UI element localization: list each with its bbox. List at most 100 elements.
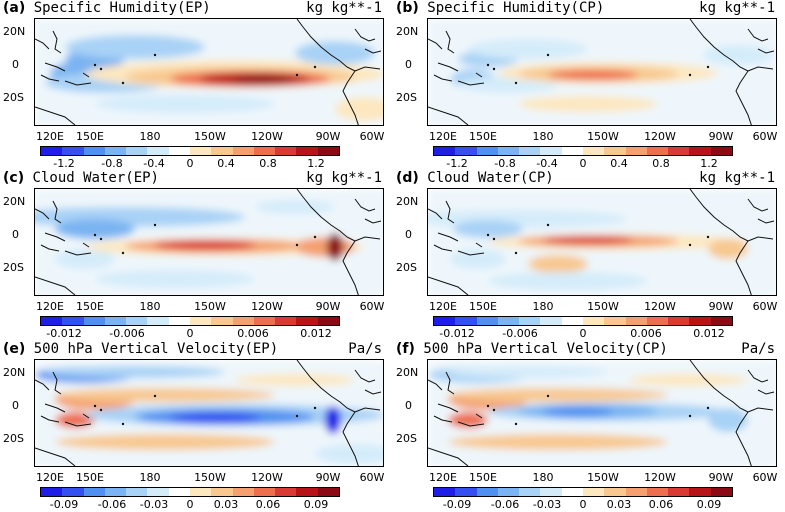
panel-title: (a) Specific Humidity(EP) — [3, 0, 211, 16]
units-label: kg kg**-1 — [699, 170, 775, 186]
field-anomaly-region — [95, 270, 255, 288]
lon-tick-label: 90W — [708, 471, 734, 484]
colorbar-tick-label: 0.4 — [610, 157, 628, 170]
colorbar-tick-label: 0.06 — [255, 498, 281, 511]
colorbar-swatch — [519, 488, 541, 496]
lat-tick-label: 0 — [12, 399, 19, 412]
colorbar-tick-label: -1.2 — [446, 157, 468, 170]
island — [121, 251, 125, 255]
island — [313, 235, 317, 239]
panel-title-text: Cloud Water(CP) — [427, 170, 554, 186]
colorbar-tick-label: -0.006 — [109, 327, 145, 340]
colorbar-swatch — [296, 488, 318, 496]
lon-tick-label: 150W — [194, 130, 226, 143]
colorbar-swatch — [710, 488, 732, 496]
colorbar-swatch — [689, 317, 711, 325]
colorbar-swatch — [83, 317, 105, 325]
colorbar-swatch — [689, 147, 711, 155]
island — [295, 243, 299, 247]
lon-tick-label: 150E — [76, 300, 104, 313]
colorbar-swatch — [211, 488, 233, 496]
lat-tick-label: 20N — [3, 25, 26, 38]
field-anomaly-region — [448, 434, 668, 450]
colorbar-swatch — [232, 147, 254, 155]
colorbar-tick-label: -0.03 — [139, 498, 169, 511]
lat-tick-label: 20S — [396, 261, 417, 274]
island — [514, 422, 518, 426]
colorbar-tick-label: 0 — [579, 327, 587, 340]
island — [313, 65, 317, 69]
colorbar-swatch — [561, 317, 583, 325]
lon-tick-label: 120W — [644, 471, 676, 484]
panel-label: (d) — [396, 170, 419, 186]
colorbar-swatch — [211, 147, 233, 155]
island — [153, 394, 157, 398]
lat-tick-label: 20S — [396, 91, 417, 104]
island — [295, 73, 299, 77]
panel-c: (c) Cloud Water(EP) kg kg**-1 20N 0 20S 120E 1… — [0, 170, 392, 340]
island — [121, 422, 125, 426]
lon-tick-label: 150E — [469, 471, 497, 484]
lon-tick-label: 90W — [708, 130, 734, 143]
colorbar — [40, 146, 340, 156]
colorbar — [40, 487, 340, 497]
lat-tick-label: 0 — [12, 58, 19, 71]
map-plot — [427, 18, 777, 126]
colorbar-swatch — [668, 488, 690, 496]
panel-d: (d) Cloud Water(CP) kg kg**-1 20N 0 20S 120E 1… — [393, 170, 785, 340]
map-plot — [427, 188, 777, 296]
island — [492, 408, 496, 412]
field-anomaly-region — [450, 249, 506, 269]
colorbar-tick-label: -0.012 — [46, 327, 82, 340]
lon-tick-label: 120E — [429, 471, 457, 484]
lat-tick-label: 20N — [396, 25, 419, 38]
island — [706, 406, 710, 410]
colorbar-swatch — [434, 317, 456, 325]
colorbar-swatch — [455, 488, 477, 496]
field-anomaly-region — [325, 406, 341, 434]
colorbar-swatch — [604, 317, 626, 325]
colorbar-swatch — [189, 147, 212, 155]
lat-tick-label: 20S — [396, 432, 417, 445]
colorbar-swatch — [434, 488, 456, 496]
colorbar-swatch — [497, 147, 520, 155]
field-anomaly-region — [708, 239, 748, 259]
units-label: Pa/s — [348, 341, 382, 357]
lon-tick-label: 120E — [429, 300, 457, 313]
lon-tick-label: 60W — [359, 300, 385, 313]
colorbar-swatch — [275, 147, 297, 155]
field-anomaly-region — [155, 240, 255, 250]
colorbar-swatch — [62, 147, 84, 155]
field-anomaly-region — [95, 95, 275, 113]
island — [153, 223, 157, 227]
field-anomaly-region — [488, 272, 648, 290]
colorbar-tick-label: 0 — [186, 157, 194, 170]
panel-title-text: Cloud Water(EP) — [32, 170, 159, 186]
colorbar-swatch — [455, 147, 477, 155]
island — [514, 251, 518, 255]
lon-tick-label: 150W — [194, 471, 226, 484]
panel-b: (b) Specific Humidity(CP) kg kg**-1 20N 0 20… — [393, 0, 785, 170]
field-anomaly-region — [55, 412, 95, 428]
colorbar-tick-label: 0 — [186, 498, 194, 511]
colorbar-tick-label: 0.03 — [213, 498, 239, 511]
lon-tick-label: 90W — [315, 300, 341, 313]
colorbar-tick-label: 0.8 — [652, 157, 670, 170]
map-plot — [427, 359, 777, 467]
colorbar — [433, 316, 733, 326]
lon-tick-label: 120E — [429, 130, 457, 143]
panel-title: (d) Cloud Water(CP) — [396, 170, 554, 186]
lon-tick-label: 120W — [644, 300, 676, 313]
field-anomaly-region — [543, 407, 613, 417]
field-anomaly-region — [703, 45, 773, 65]
colorbar-swatch — [689, 488, 711, 496]
colorbar-tick-label: -0.4 — [536, 157, 558, 170]
colorbar-swatch — [275, 488, 297, 496]
field-anomaly-region — [45, 366, 225, 378]
colorbar-swatch — [604, 147, 626, 155]
lon-tick-label: 90W — [315, 471, 341, 484]
island — [486, 233, 490, 237]
lat-tick-label: 20N — [396, 366, 419, 379]
lat-tick-label: 20S — [3, 432, 24, 445]
